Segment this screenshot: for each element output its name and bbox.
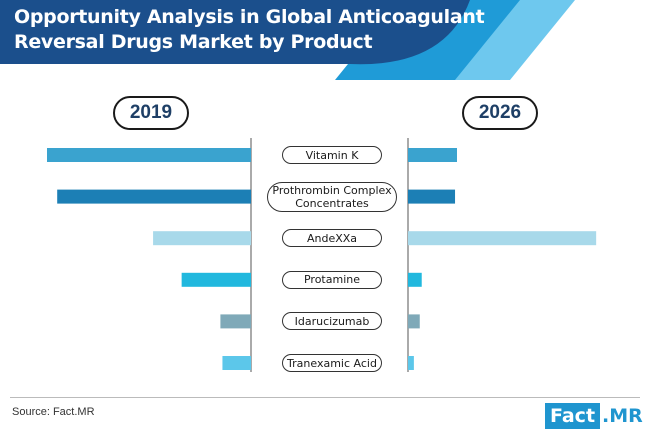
- bar-2026-prothrombin-complex-concentrates: [408, 189, 456, 204]
- header-banner: Opportunity Analysis in Global Anticoagu…: [0, 0, 650, 80]
- bar-2026-tranexamic-acid: [408, 356, 414, 370]
- chart-title-line-2: Reversal Drugs Market by Product: [14, 31, 373, 53]
- logo-mr-text: .MR: [602, 405, 643, 427]
- logo-fact-text: Fact: [545, 403, 601, 429]
- header-band-dark: [0, 0, 470, 65]
- bar-2019-protamine: [181, 272, 251, 287]
- bar-2019-idarucizumab: [220, 314, 251, 329]
- category-label-prothrombin-complex-concentrates: Prothrombin Complex Concentrates: [267, 181, 397, 212]
- category-label-protamine: Protamine: [282, 270, 382, 289]
- footer-divider: [10, 397, 640, 398]
- header-background: [0, 0, 575, 80]
- category-label-tranexamic-acid: Tranexamic Acid: [282, 354, 382, 372]
- category-label-vitamin-k: Vitamin K: [282, 146, 382, 164]
- chart-title-line-1: Opportunity Analysis in Global Anticoagu…: [14, 6, 485, 28]
- bar-2019-prothrombin-complex-concentrates: [57, 189, 252, 204]
- category-label-idarucizumab: Idarucizumab: [282, 312, 382, 331]
- bar-2019-tranexamic-acid: [222, 356, 251, 370]
- year-label-2026: 2026: [462, 96, 538, 130]
- category-label-andexxa: AndeXXa: [282, 229, 382, 248]
- source-note: Source: Fact.MR: [12, 406, 95, 418]
- bar-2026-idarucizumab: [408, 314, 420, 329]
- bar-2019-vitamin-k: [47, 148, 251, 162]
- bar-2019-andexxa: [153, 231, 251, 246]
- bar-2026-vitamin-k: [408, 148, 457, 162]
- bar-2026-andexxa: [408, 231, 597, 246]
- bar-2026-protamine: [408, 272, 422, 287]
- year-label-2019: 2019: [113, 96, 189, 130]
- factmr-logo: Fact .MR: [545, 403, 643, 429]
